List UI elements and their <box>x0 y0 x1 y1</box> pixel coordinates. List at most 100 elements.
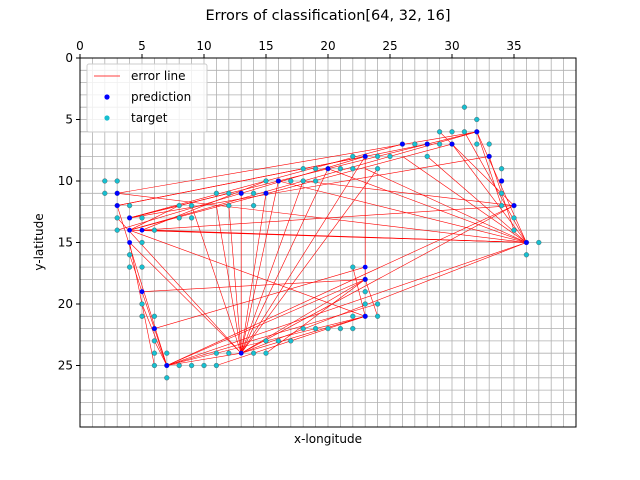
error-line-segment <box>141 180 267 231</box>
y-tick-label: 5 <box>65 113 73 127</box>
target-point <box>474 141 480 147</box>
target-point <box>139 215 145 221</box>
target-point <box>275 338 282 344</box>
y-tick-label: 0 <box>65 51 73 65</box>
error-line-segment <box>240 168 329 354</box>
target-point <box>499 166 505 172</box>
x-axis-title: x-longitude <box>294 432 362 446</box>
target-point <box>189 215 195 221</box>
target-point <box>350 166 356 172</box>
prediction-point <box>474 129 480 135</box>
chart-title: Errors of classification[64, 32, 16] <box>206 8 451 24</box>
error-line-segment <box>352 267 366 317</box>
x-tick-label: 5 <box>138 39 146 53</box>
prediction-point <box>238 190 244 196</box>
error-line-segment <box>240 180 279 354</box>
target-point <box>387 153 393 160</box>
prediction-point <box>449 141 455 147</box>
error-line-segment <box>427 156 527 243</box>
error-line-segment <box>129 242 242 354</box>
error-line-segment <box>129 205 180 231</box>
error-line-segment <box>141 205 515 231</box>
legend-label-target: target <box>131 111 168 125</box>
error-line-segment <box>228 205 242 354</box>
error-line-segment <box>117 143 428 206</box>
target-point <box>424 153 430 160</box>
target-point <box>362 301 368 307</box>
y-tick-label: 20 <box>58 297 73 311</box>
target-point <box>226 190 232 196</box>
target-point <box>139 301 145 307</box>
prediction-point <box>511 203 517 209</box>
error-line-segment <box>166 279 366 366</box>
target-point <box>300 178 306 184</box>
error-lines <box>116 131 527 366</box>
prediction-point <box>114 190 120 196</box>
y-tick-label: 25 <box>58 359 73 373</box>
target-point <box>375 166 381 172</box>
target-point <box>313 326 319 332</box>
error-line-segment <box>241 279 366 354</box>
target-point <box>536 239 542 246</box>
prediction-point <box>139 289 145 295</box>
target-point <box>288 338 294 344</box>
x-tick-label: 30 <box>444 39 459 53</box>
y-tick-label: 15 <box>58 236 73 250</box>
target-point <box>151 227 158 233</box>
target-point <box>449 129 455 135</box>
target-point <box>350 326 356 332</box>
target-point <box>499 203 505 209</box>
legend-label-error-line: error line <box>131 69 186 83</box>
prediction-point <box>362 277 368 282</box>
target-point <box>511 215 517 221</box>
x-tick-label: 0 <box>76 39 84 53</box>
legend-box <box>86 63 208 133</box>
error-line-segment <box>166 242 527 366</box>
target-point <box>263 338 269 344</box>
error-line-segment <box>476 131 527 243</box>
prediction-point <box>276 178 281 184</box>
error-line-segment <box>154 340 168 366</box>
error-line-segment <box>402 156 527 243</box>
target-point <box>151 362 158 369</box>
prediction-point <box>127 215 132 221</box>
error-line-segment <box>240 156 366 354</box>
error-line-segment <box>129 229 366 317</box>
target-point <box>176 203 182 209</box>
target-point <box>511 227 517 233</box>
target-point <box>213 190 220 196</box>
target-point <box>523 252 530 258</box>
target-point <box>375 153 381 160</box>
target-point <box>350 153 356 160</box>
error-line-segment <box>240 180 304 354</box>
target-point <box>151 338 158 344</box>
y-axis-title: y-latitude <box>32 213 46 270</box>
target-point <box>213 362 220 369</box>
error-line-segment <box>154 229 527 243</box>
target-point <box>437 129 443 135</box>
target-point <box>176 362 182 369</box>
target-point <box>300 326 306 332</box>
target-point <box>350 264 356 270</box>
target-point <box>164 350 170 356</box>
target-point <box>139 264 145 270</box>
target-point <box>201 362 207 369</box>
target-point <box>350 313 356 319</box>
target-point <box>375 313 381 319</box>
target-point <box>114 178 120 184</box>
target-point <box>176 215 182 221</box>
y-axis-ticks: 0 5 10 15 20 25 <box>58 51 80 373</box>
prediction-point <box>139 227 145 233</box>
prediction-point <box>362 313 368 319</box>
error-line-segment <box>240 193 267 354</box>
error-line-segment <box>129 143 453 231</box>
target-point <box>127 203 133 209</box>
prediction-point <box>362 264 368 270</box>
target-point <box>102 178 108 184</box>
legend-label-prediction: prediction <box>131 90 191 104</box>
error-line-segment <box>278 180 527 243</box>
y-tick-label: 10 <box>58 174 73 188</box>
error-line-segment <box>141 303 168 366</box>
target-point <box>263 178 269 184</box>
prediction-point <box>114 203 120 209</box>
